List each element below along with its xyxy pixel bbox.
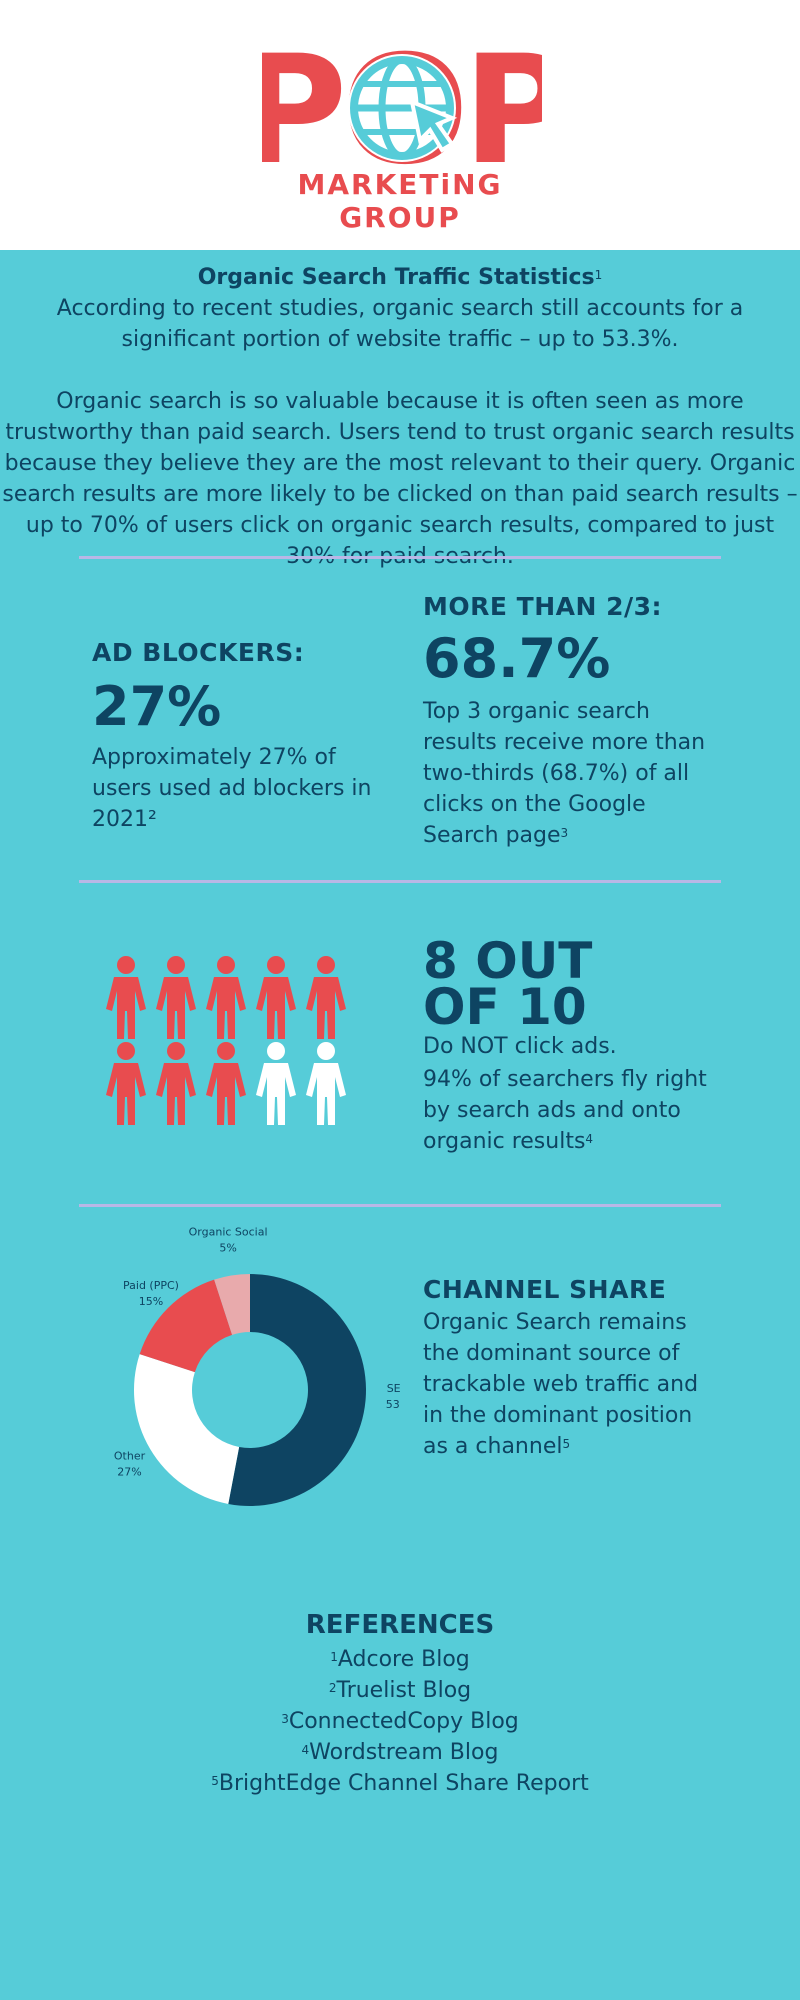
donut-value-label: 15% — [139, 1295, 163, 1308]
logo-subtitle: MARKETiNG GROUP — [297, 168, 503, 234]
donut-slice-other — [134, 1354, 240, 1504]
top3-text-block: Top 3 organic search results receive mor… — [423, 696, 708, 851]
person-icon — [106, 956, 146, 1039]
top3-text: Top 3 organic search results receive mor… — [423, 699, 706, 848]
intro-title-sup: 1 — [594, 268, 603, 282]
channel-label: CHANNEL SHARE — [423, 1275, 667, 1304]
channel-text-block: Organic Search remains the dominant sour… — [423, 1307, 723, 1462]
reference-sup: 3 — [281, 1712, 289, 1726]
divider-2 — [79, 880, 721, 883]
donut-label: Other — [114, 1449, 146, 1462]
channel-donut-chart: SEO 53% Other 27% Paid (PPC) 15% Organic Socia… — [114, 1226, 400, 1506]
person-icon — [206, 956, 246, 1039]
channel-text: Organic Search remains the dominant sour… — [423, 1310, 699, 1459]
donut-slice-organic-social — [214, 1274, 250, 1335]
eight-of-ten-line2: OF 10 — [423, 978, 587, 1036]
person-icon — [206, 1042, 246, 1125]
donut-value-label: 27% — [117, 1465, 141, 1478]
top3-value: 68.7% — [423, 627, 611, 690]
references-title: REFERENCES — [305, 1610, 495, 1640]
logo-header: POP MARKETiNG GROUP — [0, 0, 800, 250]
person-icon — [256, 1042, 296, 1125]
donut-label: Organic Social — [189, 1226, 268, 1239]
top3-sup: 3 — [560, 826, 569, 840]
references-section: REFERENCES 1Adcore Blog 2Truelist Blog 3… — [0, 1610, 800, 1799]
eight-of-ten-line3: Do NOT click ads. — [423, 1034, 617, 1059]
reference-text: Wordstream Blog — [309, 1740, 499, 1765]
reference-item[interactable]: 2Truelist Blog — [0, 1675, 800, 1706]
reference-item[interactable]: 4Wordstream Blog — [0, 1737, 800, 1768]
person-icon — [106, 1042, 146, 1125]
person-icon — [256, 956, 296, 1039]
person-icon — [156, 1042, 196, 1125]
reference-text: ConnectedCopy Blog — [288, 1709, 519, 1734]
donut-label: SEO — [387, 1382, 400, 1395]
intro-section: Organic Search Traffic Statistics1 Accor… — [0, 262, 800, 572]
intro-para-2: Organic search is so valuable because it… — [2, 389, 798, 569]
ad-blockers-text: Approximately 27% of users used ad block… — [92, 745, 372, 832]
divider-1 — [79, 556, 721, 559]
ad-blockers-label: AD BLOCKERS: — [92, 638, 305, 667]
pop-logo: POP — [262, 44, 542, 172]
reference-item[interactable]: 5BrightEdge Channel Share Report — [0, 1768, 800, 1799]
eight-of-ten-line1: 8 OUT — [423, 932, 593, 990]
donut-value-label: 5% — [219, 1242, 236, 1255]
reference-text: Adcore Blog — [337, 1647, 470, 1672]
person-icon — [306, 956, 346, 1039]
intro-title-line: Organic Search Traffic Statistics1 — [0, 262, 800, 293]
reference-item[interactable]: 1Adcore Blog — [0, 1644, 800, 1675]
cursor-icon — [409, 98, 458, 153]
reference-sup: 4 — [301, 1743, 310, 1757]
person-icon — [306, 1042, 346, 1125]
donut-slice-paid-ppc — [139, 1279, 233, 1373]
reference-text: BrightEdge Channel Share Report — [218, 1771, 589, 1796]
reference-sup: 5 — [211, 1774, 219, 1788]
reference-sup: 2 — [328, 1681, 337, 1695]
reference-item[interactable]: 3ConnectedCopy Blog — [0, 1706, 800, 1737]
eight-of-ten-text: 94% of searchers fly right by search ads… — [423, 1067, 707, 1154]
divider-3 — [79, 1204, 721, 1207]
intro-title: Organic Search Traffic Statistics — [197, 265, 595, 290]
channel-sup: 5 — [562, 1437, 571, 1451]
donut-label: Paid (PPC) — [123, 1279, 179, 1292]
people-pictogram — [106, 956, 346, 1125]
eight-of-ten-text-block: 94% of searchers fly right by search ads… — [423, 1064, 713, 1157]
donut-value-label: 53% — [386, 1398, 400, 1411]
ad-blockers-value: 27% — [92, 675, 222, 738]
top3-label: MORE THAN 2/3: — [423, 592, 663, 621]
intro-para-1: According to recent studies, organic sea… — [56, 296, 744, 352]
eight-of-ten-sup: 4 — [585, 1132, 594, 1146]
person-icon — [156, 956, 196, 1039]
reference-sup: 1 — [330, 1650, 338, 1664]
reference-text: Truelist Blog — [336, 1678, 472, 1703]
donut-slice-seo — [228, 1274, 367, 1506]
